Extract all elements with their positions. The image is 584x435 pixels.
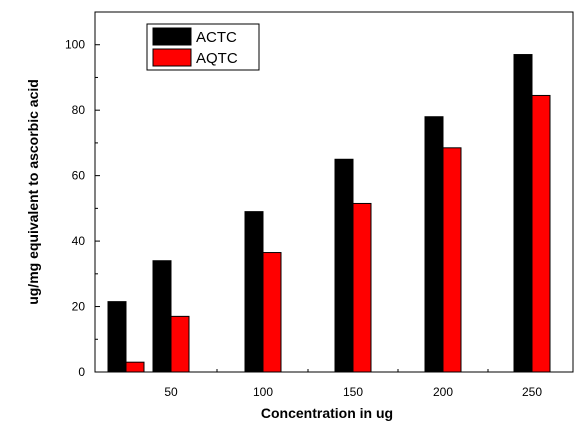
x-axis-title: Concentration in ug xyxy=(261,405,393,421)
bar-aqtc-250 xyxy=(531,94,551,373)
bar-aqtc-50 xyxy=(170,315,190,373)
bar-aqtc-25 xyxy=(125,361,145,373)
x-tick-label: 200 xyxy=(433,385,453,399)
bar-actc-25 xyxy=(107,301,127,373)
legend-swatch-aqtc xyxy=(152,48,192,67)
plot-frame xyxy=(94,11,574,373)
x-tick-label: 50 xyxy=(164,385,178,399)
y-axis-title: ug/mg equivalent to ascorbic acid xyxy=(25,79,41,305)
x-tick-label: 100 xyxy=(253,385,273,399)
y-tick-label: 0 xyxy=(78,365,85,379)
y-tick-label: 100 xyxy=(65,38,85,52)
axes xyxy=(94,11,574,373)
bar-actc-200 xyxy=(424,116,444,373)
bars xyxy=(107,54,551,373)
ticks: 0 20 40 60 80 100 50 100 150 200 250 xyxy=(65,38,542,399)
bar-aqtc-150 xyxy=(352,202,372,373)
bar-aqtc-100 xyxy=(262,252,282,373)
legend-label-aqtc: AQTC xyxy=(196,50,238,67)
x-tick-label: 150 xyxy=(343,385,363,399)
bar-actc-250 xyxy=(513,54,533,373)
bar-actc-100 xyxy=(244,211,264,373)
bar-actc-50 xyxy=(152,260,172,373)
x-tick-label: 250 xyxy=(522,385,542,399)
y-tick-label: 60 xyxy=(72,169,86,183)
bar-actc-150 xyxy=(334,158,354,373)
legend-swatch-actc xyxy=(152,27,192,46)
legend-label-actc: ACTC xyxy=(196,29,237,46)
y-tick-label: 40 xyxy=(72,234,86,248)
y-tick-label: 80 xyxy=(72,103,86,117)
bar-aqtc-200 xyxy=(442,147,462,373)
legend: ACTC AQTC xyxy=(146,23,260,71)
y-tick-label: 20 xyxy=(72,300,86,314)
